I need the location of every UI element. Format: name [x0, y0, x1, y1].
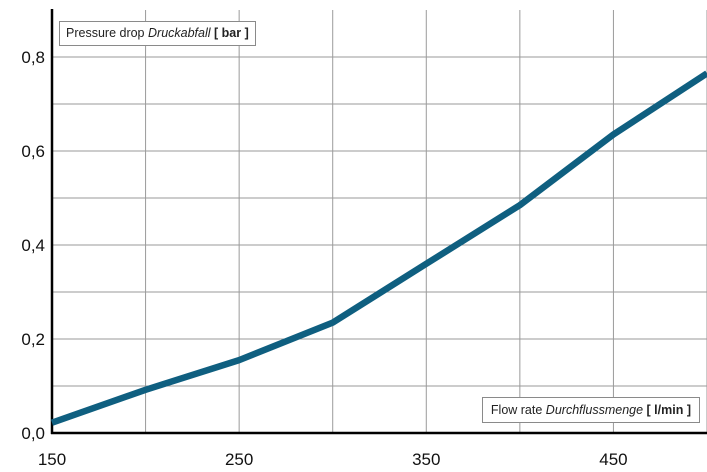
x-tick-label: 250 — [225, 450, 253, 469]
axes — [50, 9, 707, 435]
series-line-pressure-drop — [50, 70, 707, 426]
tick-labels: 0,0 0,2 0,4 0,6 0,8 150 250 350 450 — [21, 48, 627, 469]
x-axis-label-box: Flow rate Durchflussmenge [ l/min ] — [481, 397, 700, 423]
x-axis-label-unit: [ l/min ] — [646, 403, 691, 417]
y-axis-label-box: Pressure drop Druckabfall [ bar ] — [59, 21, 256, 46]
y-tick-label: 0,2 — [21, 330, 45, 349]
series-layer — [50, 70, 707, 426]
grid-lines — [52, 10, 707, 433]
x-tick-label: 150 — [38, 450, 66, 469]
y-axis-label-unit: [ bar ] — [214, 26, 249, 40]
y-tick-label: 0,6 — [21, 142, 45, 161]
y-tick-label: 0,0 — [21, 424, 45, 443]
y-tick-label: 0,4 — [21, 236, 45, 255]
x-tick-label: 350 — [412, 450, 440, 469]
x-axis-label-de: Durchflussmenge — [545, 403, 644, 417]
x-axis-label-en: Flow rate — [490, 403, 543, 417]
y-axis-label-de: Druckabfall — [148, 26, 211, 40]
y-axis-label-en: Pressure drop — [66, 26, 145, 40]
y-tick-label: 0,8 — [21, 48, 45, 67]
x-tick-label: 450 — [599, 450, 627, 469]
